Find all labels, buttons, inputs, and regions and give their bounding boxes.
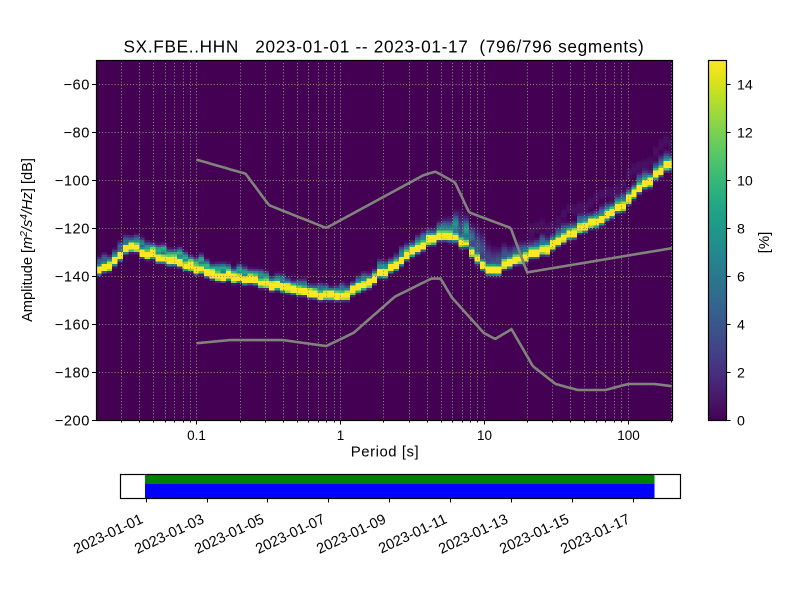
svg-text:14: 14 bbox=[737, 78, 753, 94]
svg-text:2: 2 bbox=[737, 366, 745, 382]
svg-text:−140: −140 bbox=[55, 270, 90, 286]
svg-text:−120: −120 bbox=[55, 222, 90, 238]
svg-text:6: 6 bbox=[737, 270, 745, 286]
svg-text:10: 10 bbox=[737, 174, 753, 190]
svg-text:0.1: 0.1 bbox=[187, 428, 206, 443]
svg-text:−80: −80 bbox=[63, 126, 90, 142]
svg-text:−160: −160 bbox=[55, 318, 90, 334]
svg-text:8: 8 bbox=[737, 222, 745, 238]
svg-text:Amplitude [m2/s4/Hz] [dB]: Amplitude [m2/s4/Hz] [dB] bbox=[19, 158, 37, 322]
svg-text:SX.FBE..HHN 2023-01-01 -- 20: SX.FBE..HHN 2023-01-01 -- 2023-01-17 (79… bbox=[124, 37, 645, 57]
svg-text:1: 1 bbox=[337, 428, 345, 443]
svg-text:0: 0 bbox=[737, 414, 745, 430]
svg-text:[%]: [%] bbox=[756, 232, 773, 254]
svg-text:100: 100 bbox=[617, 428, 640, 443]
svg-text:−100: −100 bbox=[55, 174, 90, 190]
svg-text:−60: −60 bbox=[63, 78, 90, 94]
svg-text:12: 12 bbox=[737, 126, 753, 142]
svg-text:Period [s]: Period [s] bbox=[351, 445, 419, 461]
svg-text:10: 10 bbox=[477, 428, 492, 443]
svg-text:−200: −200 bbox=[55, 414, 90, 430]
svg-text:−180: −180 bbox=[55, 366, 90, 382]
svg-text:4: 4 bbox=[737, 318, 745, 334]
